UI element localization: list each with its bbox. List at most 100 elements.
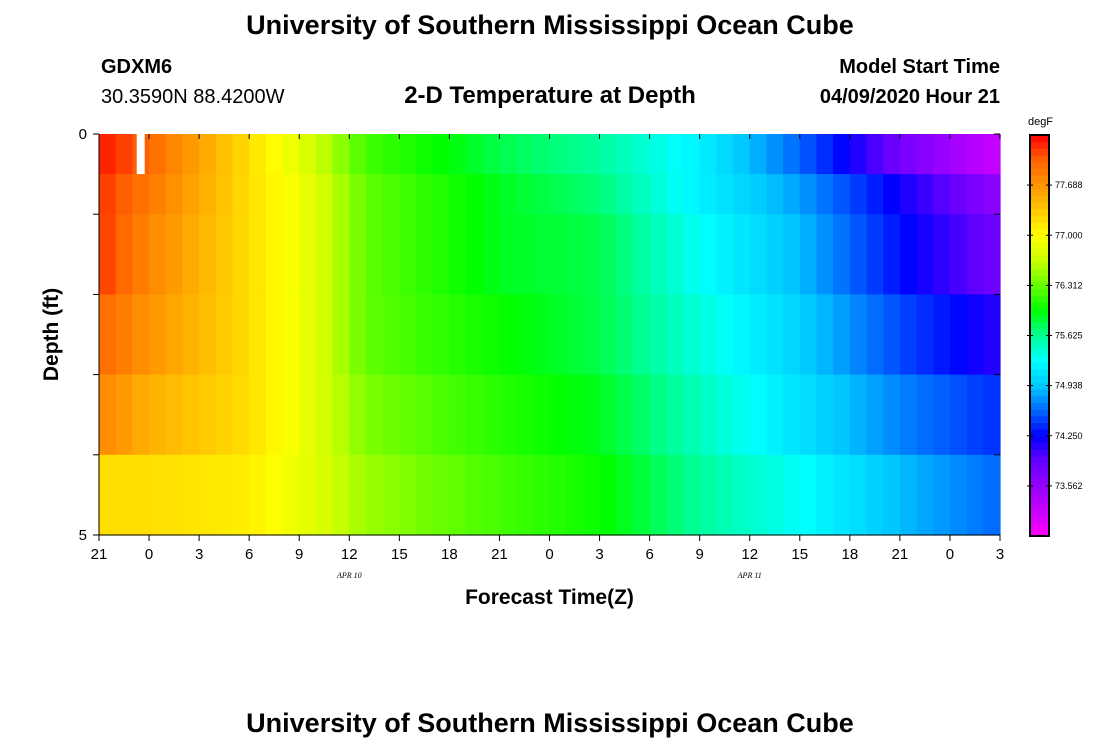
- colorbar-segment: [1030, 435, 1049, 444]
- heatmap-cell: [182, 454, 200, 536]
- colorbar-segment: [1030, 502, 1049, 510]
- colorbar-segment: [1030, 181, 1049, 190]
- colorbar-segment: [1030, 175, 1049, 183]
- heatmap-cell: [966, 294, 984, 376]
- heatmap-cell: [482, 294, 501, 376]
- colorbar-segment: [1030, 302, 1049, 310]
- heatmap-cell: [165, 374, 184, 456]
- heatmap-cell: [215, 134, 234, 175]
- heatmap-cell: [282, 294, 300, 376]
- heatmap-cell: [666, 374, 684, 456]
- colorbar-segment: [1030, 355, 1049, 363]
- colorbar-segment: [1030, 308, 1049, 317]
- heatmap-cell: [783, 134, 801, 175]
- heatmap-cell: [382, 454, 400, 536]
- heatmap-cell: [933, 174, 951, 215]
- colorbar-segment: [1030, 455, 1049, 464]
- colorbar-segment: [1030, 201, 1049, 210]
- heatmap-cell: [299, 454, 317, 536]
- heatmap-cell: [232, 374, 250, 456]
- heatmap-cell: [733, 134, 751, 175]
- heatmap-cell: [833, 134, 851, 175]
- heatmap-cell: [599, 454, 617, 536]
- heatmap-cell: [165, 134, 184, 175]
- heatmap-cell: [382, 374, 400, 456]
- heatmap-cell: [616, 294, 634, 376]
- colorbar-segment: [1030, 228, 1049, 236]
- y-axis-title: Depth (ft): [40, 288, 63, 381]
- heatmap-cell: [682, 454, 701, 536]
- heatmap-cell: [516, 294, 534, 376]
- colorbar-segment: [1030, 328, 1049, 337]
- heatmap-cell: [933, 134, 951, 175]
- heatmap-cell: [849, 214, 868, 295]
- heatmap-cell: [966, 214, 984, 295]
- heatmap-cell: [616, 374, 634, 456]
- heatmap-cell: [315, 134, 334, 175]
- heatmap-cell: [149, 134, 167, 175]
- heatmap-cell: [265, 454, 284, 536]
- heatmap-cell: [182, 134, 200, 175]
- colorbar-segment: [1030, 449, 1049, 457]
- heatmap-cell: [983, 134, 1001, 175]
- colorbar-segment: [1030, 135, 1049, 143]
- chart-subtitle: 2-D Temperature at Depth: [404, 82, 696, 109]
- heatmap-cell: [599, 294, 617, 376]
- heatmap-cell: [332, 374, 350, 456]
- colorbar-segment: [1030, 489, 1049, 497]
- heatmap-cell: [682, 374, 701, 456]
- x-tick-label: 12: [341, 546, 358, 563]
- heatmap-cell: [799, 174, 818, 215]
- heatmap-cell: [616, 454, 634, 536]
- heatmap-cell: [783, 374, 801, 456]
- colorbar-segment: [1030, 335, 1049, 343]
- heatmap-cell: [632, 374, 651, 456]
- heatmap-cell: [282, 374, 300, 456]
- heatmap-cell: [232, 294, 250, 376]
- heatmap-cell: [549, 174, 567, 215]
- heatmap-cell: [332, 174, 350, 215]
- heatmap-cell: [833, 214, 851, 295]
- heatmap-cell: [382, 134, 400, 175]
- heatmap-cell: [232, 174, 250, 215]
- heatmap-cell: [749, 374, 768, 456]
- heatmap-cell: [783, 174, 801, 215]
- heatmap-cell: [766, 214, 784, 295]
- heatmap-cell: [466, 454, 484, 536]
- heatmap-cell: [883, 214, 901, 295]
- heatmap-cell: [199, 454, 217, 536]
- heatmap-cell: [265, 214, 284, 295]
- heatmap-cell: [866, 134, 884, 175]
- colorbar-segment: [1030, 215, 1049, 223]
- heatmap-cell: [265, 134, 284, 175]
- heatmap-cell: [365, 174, 384, 215]
- heatmap-cell: [432, 174, 450, 215]
- colorbar-tick-label: 73.562: [1055, 481, 1083, 491]
- heatmap-cell: [115, 174, 133, 215]
- heatmap-cell: [949, 134, 968, 175]
- heatmap-cell: [833, 294, 851, 376]
- heatmap-cell: [566, 134, 584, 175]
- heatmap-cell: [899, 134, 918, 175]
- heatmap-cell: [165, 214, 184, 295]
- heatmap-cell: [265, 174, 284, 215]
- heatmap-cell: [349, 134, 367, 175]
- x-tick-label: 9: [695, 546, 703, 563]
- heatmap-cell: [132, 374, 150, 456]
- colorbar-segment: [1030, 429, 1049, 437]
- heatmap-cell: [215, 294, 234, 376]
- heatmap-cell: [649, 294, 667, 376]
- x-date-label: APR 11: [737, 571, 762, 580]
- heatmap-cell: [416, 134, 434, 175]
- heatmap-cell: [99, 174, 117, 215]
- heatmap-cell: [549, 294, 567, 376]
- heatmap-cell: [549, 214, 567, 295]
- heatmap-cell: [733, 214, 751, 295]
- heatmap-cell: [182, 174, 200, 215]
- heatmap-cell: [682, 214, 701, 295]
- heatmap-cell: [666, 134, 684, 175]
- heatmap-cell: [115, 374, 133, 456]
- x-date-label: APR 10: [336, 571, 362, 580]
- heatmap-cell: [249, 214, 267, 295]
